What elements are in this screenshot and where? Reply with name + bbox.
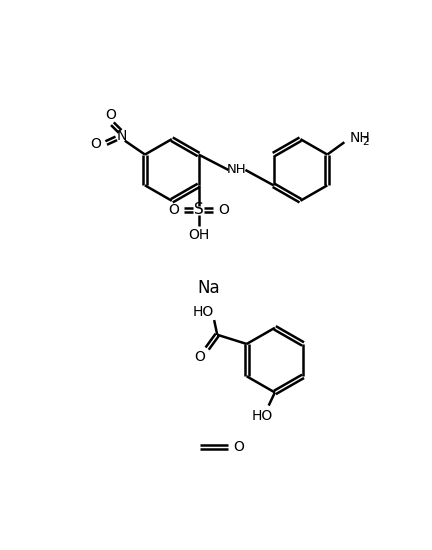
Text: O: O: [90, 137, 101, 151]
Text: N: N: [117, 129, 127, 143]
Text: 2: 2: [362, 138, 368, 147]
Text: O: O: [105, 108, 116, 122]
Text: OH: OH: [188, 228, 209, 241]
Text: O: O: [233, 440, 244, 454]
Text: O: O: [195, 350, 206, 364]
Text: Na: Na: [198, 279, 220, 297]
Text: S: S: [194, 202, 203, 217]
Text: NH: NH: [350, 130, 371, 145]
Text: NH: NH: [226, 163, 246, 177]
Text: O: O: [168, 203, 179, 217]
Text: HO: HO: [193, 305, 214, 320]
Text: HO: HO: [252, 409, 273, 424]
Text: O: O: [218, 203, 229, 217]
